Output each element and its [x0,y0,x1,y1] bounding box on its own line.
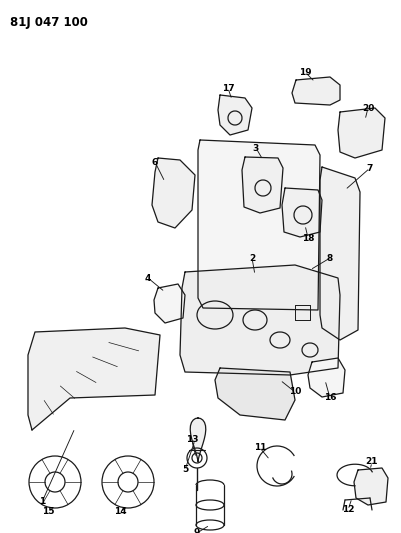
Text: 3: 3 [252,143,259,152]
Text: 5: 5 [181,465,188,474]
Polygon shape [307,358,344,397]
Polygon shape [180,265,339,375]
Text: 10: 10 [288,387,300,397]
Text: 6: 6 [152,157,158,166]
Text: 9: 9 [193,529,200,533]
Text: 21: 21 [365,457,377,466]
Text: 14: 14 [113,507,126,516]
Text: 20: 20 [361,103,373,112]
Text: 4: 4 [144,273,151,282]
Text: 18: 18 [301,233,314,243]
Polygon shape [353,468,387,505]
Polygon shape [337,108,384,158]
Polygon shape [190,418,205,462]
Text: 7: 7 [366,164,372,173]
Text: 11: 11 [253,443,265,453]
Text: 16: 16 [323,393,335,402]
Polygon shape [217,95,251,135]
Polygon shape [281,188,321,237]
Polygon shape [198,140,319,310]
Text: 2: 2 [248,254,255,262]
Polygon shape [152,158,194,228]
Polygon shape [241,157,282,213]
Polygon shape [215,368,294,420]
Polygon shape [28,328,160,430]
Text: 17: 17 [221,84,234,93]
Text: 19: 19 [298,68,310,77]
Text: 15: 15 [42,507,54,516]
Text: 8: 8 [326,254,332,262]
Polygon shape [291,77,339,105]
Text: 81J 047 100: 81J 047 100 [10,15,88,28]
Polygon shape [154,284,184,323]
Text: 13: 13 [185,435,198,445]
Polygon shape [319,167,359,340]
Text: 12: 12 [341,505,353,514]
Text: 1: 1 [39,497,45,506]
